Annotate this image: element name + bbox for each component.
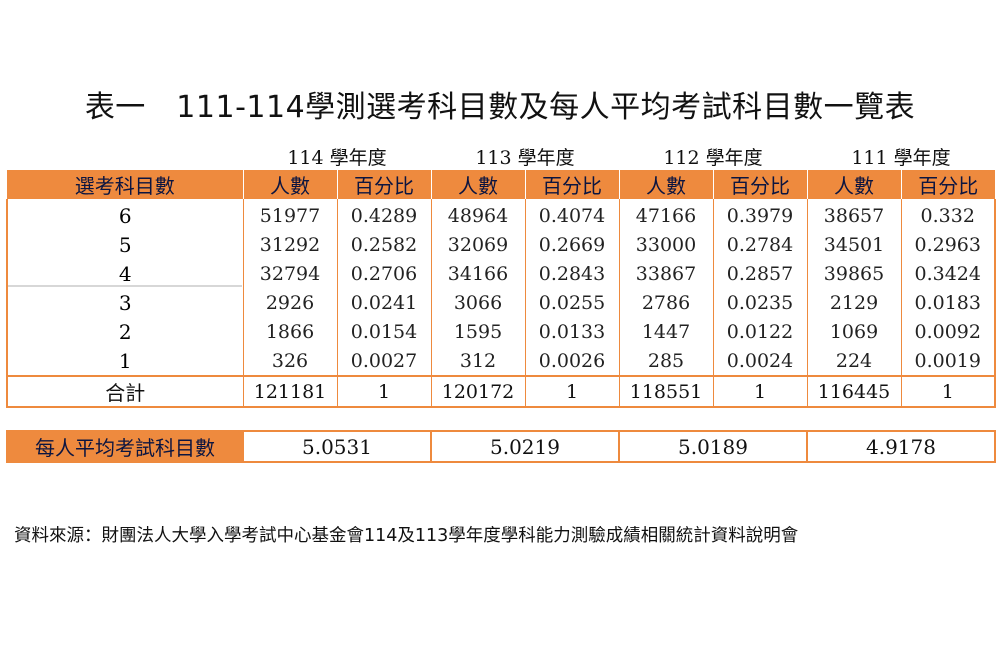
count-cell: 31292 [242,230,337,259]
year-label: 114 學年度 [287,147,387,169]
percent-cell: 0.0027 [336,346,431,376]
count-cell: 1595 [430,317,525,346]
percent-cell: 0.332 [900,199,996,230]
average-value: 4.9178 [806,430,996,463]
count-cell: 285 [618,346,713,376]
count-header: 人數 [430,170,525,199]
page-title: 表一 111-114學測選考科目數及每人平均考試科目數一覽表 [84,90,916,125]
percent-cell: 0.0024 [712,346,807,376]
year-header-row: 114 學年度 113 學年度 112 學年度 111 學年度 [7,142,995,170]
year-label: 111 學年度 [851,147,951,169]
percent-cell: 0.3424 [900,259,996,288]
total-label: 合計 [6,375,243,408]
count-cell: 1447 [618,317,713,346]
percent-cell: 0.2857 [712,259,807,288]
subject-count-cell: 2 [6,317,243,346]
total-percent-cell: 1 [900,375,996,408]
percent-cell: 0.0092 [900,317,996,346]
subject-count-cell: 6 [6,199,243,230]
count-cell: 2786 [618,288,713,317]
subject-count-cell: 4 [6,259,243,288]
table-row: 6 51977 0.4289 48964 0.4074 47166 0.3979… [6,199,996,230]
column-header-row: 選考科目數 人數 百分比 人數 百分比 人數 百分比 人數 百分比 [7,170,995,199]
percent-cell: 0.2963 [900,230,996,259]
percent-header: 百分比 [900,170,995,199]
average-value: 5.0531 [242,430,432,463]
percent-cell: 0.0026 [524,346,619,376]
percent-cell: 0.2784 [712,230,807,259]
percent-cell: 0.0235 [712,288,807,317]
percent-cell: 0.4074 [524,199,619,230]
count-cell: 326 [242,346,337,376]
total-count-cell: 120172 [430,375,525,408]
count-cell: 3066 [430,288,525,317]
statistics-table: 114 學年度 113 學年度 112 學年度 111 學年度 選考科目數 人數… [6,142,996,408]
count-cell: 2926 [242,288,337,317]
subject-count-cell: 5 [6,230,243,259]
total-count-cell: 116445 [806,375,901,408]
subject-count-cell: 1 [6,346,243,376]
table-row: 3 2926 0.0241 3066 0.0255 2786 0.0235 21… [6,288,996,317]
percent-cell: 0.2669 [524,230,619,259]
count-cell: 47166 [618,199,713,230]
table-row: 4 32794 0.2706 34166 0.2843 33867 0.2857… [6,259,996,288]
percent-cell: 0.2843 [524,259,619,288]
count-header: 人數 [242,170,337,199]
count-cell: 33000 [618,230,713,259]
total-count-cell: 121181 [242,375,337,408]
count-cell: 39865 [806,259,901,288]
count-cell: 1866 [242,317,337,346]
year-label: 112 學年度 [663,147,763,169]
percent-cell: 0.0154 [336,317,431,346]
count-cell: 38657 [806,199,901,230]
percent-cell: 0.2582 [336,230,431,259]
percent-cell: 0.0122 [712,317,807,346]
percent-cell: 0.0255 [524,288,619,317]
source-note: 資料來源：財團法人大學入學考試中心基金會114及113學年度學科能力測驗成績相關… [14,526,799,546]
row-divider [8,285,242,287]
total-percent-cell: 1 [524,375,619,408]
total-percent-cell: 1 [336,375,431,408]
percent-header: 百分比 [336,170,431,199]
count-cell: 34166 [430,259,525,288]
year-label: 113 學年度 [475,147,575,169]
percent-cell: 0.0241 [336,288,431,317]
count-cell: 34501 [806,230,901,259]
count-cell: 48964 [430,199,525,230]
count-cell: 32794 [242,259,337,288]
table-row: 2 1866 0.0154 1595 0.0133 1447 0.0122 10… [6,317,996,346]
average-label: 每人平均考試科目數 [6,430,244,463]
total-percent-cell: 1 [712,375,807,408]
average-row: 每人平均考試科目數 5.0531 5.0219 5.0189 4.9178 [6,430,996,463]
count-cell: 1069 [806,317,901,346]
average-value: 5.0219 [430,430,620,463]
percent-cell: 0.2706 [336,259,431,288]
count-cell: 312 [430,346,525,376]
count-header: 人數 [806,170,901,199]
percent-cell: 0.0133 [524,317,619,346]
count-cell: 32069 [430,230,525,259]
count-cell: 224 [806,346,901,376]
total-row: 合計 121181 1 120172 1 118551 1 116445 1 [6,375,996,408]
table-row: 1 326 0.0027 312 0.0026 285 0.0024 224 0… [6,346,996,376]
percent-cell: 0.3979 [712,199,807,230]
count-cell: 51977 [242,199,337,230]
subject-count-header: 選考科目數 [7,170,243,199]
average-value: 5.0189 [618,430,808,463]
percent-cell: 0.4289 [336,199,431,230]
percent-cell: 0.0183 [900,288,996,317]
average-table: 每人平均考試科目數 5.0531 5.0219 5.0189 4.9178 [6,430,996,463]
subject-count-cell: 3 [6,288,243,317]
total-count-cell: 118551 [618,375,713,408]
table-row: 5 31292 0.2582 32069 0.2669 33000 0.2784… [6,230,996,259]
percent-header: 百分比 [524,170,619,199]
percent-cell: 0.0019 [900,346,996,376]
percent-header: 百分比 [712,170,807,199]
count-cell: 2129 [806,288,901,317]
count-cell: 33867 [618,259,713,288]
blank-corner [7,142,243,170]
count-header: 人數 [618,170,713,199]
